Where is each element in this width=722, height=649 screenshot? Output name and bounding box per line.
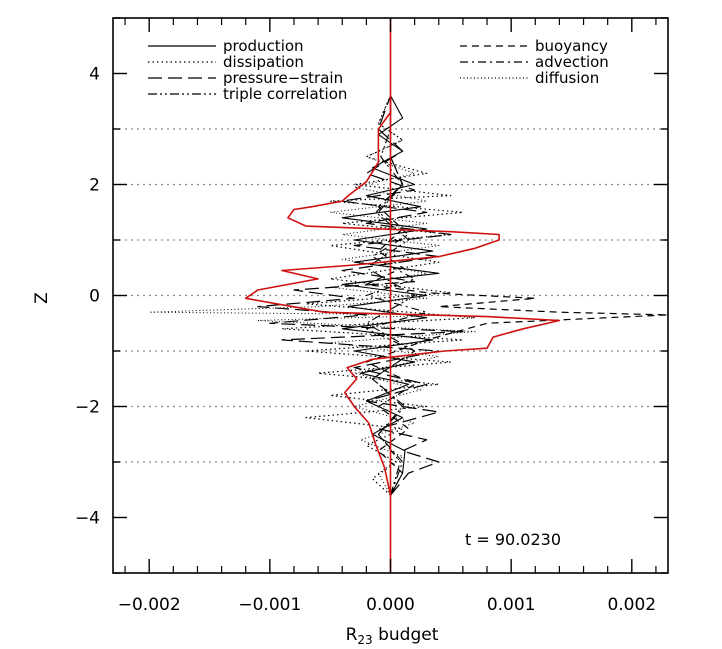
y-tick-label: −4 <box>75 509 100 529</box>
series-buoyancy <box>365 95 669 496</box>
x-tick-label: 0.001 <box>487 595 536 615</box>
legend-label: advection <box>535 53 609 71</box>
time-annotation: t = 90.0230 <box>465 530 561 549</box>
x-tick-label: 0.000 <box>366 595 415 615</box>
series-production <box>341 95 440 496</box>
x-axis-title: R23 budget <box>346 625 439 647</box>
legend-label: diffusion <box>535 69 599 87</box>
series-pressure-strain <box>257 95 464 496</box>
legend-label: dissipation <box>223 53 304 71</box>
legend-label: buoyancy <box>535 37 608 55</box>
series-dissipation <box>281 95 476 496</box>
x-tick-label: −0.001 <box>238 595 301 615</box>
x-tick-labels: −0.002 −0.001 0.000 0.001 0.002 <box>118 595 656 615</box>
y-tick-label: −2 <box>75 398 100 418</box>
x-tick-label: −0.002 <box>118 595 181 615</box>
legend: productiondissipationpressure−straintrip… <box>148 37 609 103</box>
legend-label: triple correlation <box>223 85 347 103</box>
axis-ticks <box>113 17 668 574</box>
y-tick-label: 0 <box>89 287 100 307</box>
series-sum <box>244 95 561 496</box>
y-tick-label: 2 <box>89 176 100 196</box>
x-axis-title-subscript: 23 <box>357 633 372 647</box>
series-layer <box>148 18 669 573</box>
legend-label: pressure−strain <box>223 69 343 87</box>
y-tick-labels: −4 −2 0 2 4 <box>75 65 100 529</box>
legend-label: production <box>223 37 304 55</box>
y-tick-label: 4 <box>89 65 100 85</box>
series-triple-correlation <box>365 95 416 496</box>
x-tick-label: 0.002 <box>607 595 656 615</box>
y-axis-title: Z <box>32 292 52 304</box>
